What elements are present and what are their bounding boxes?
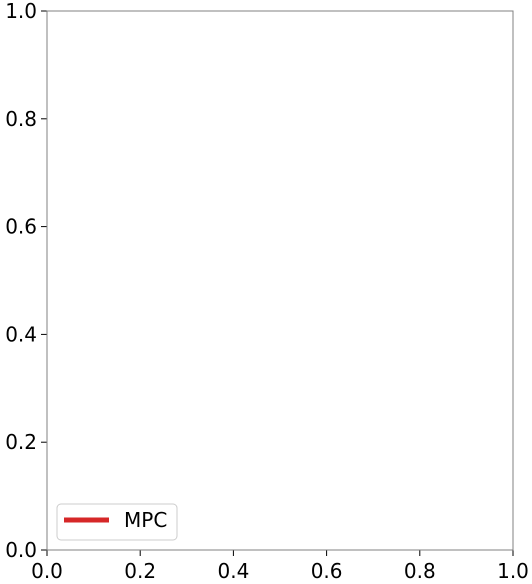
y-tick-label: 0.0 [5, 538, 37, 562]
x-tick-label: 0.6 [311, 559, 343, 583]
y-tick-label: 0.2 [5, 430, 37, 454]
y-axis: 0.0 0.2 0.4 0.6 0.8 1.0 [5, 0, 47, 562]
y-tick-label: 0.4 [5, 322, 37, 346]
y-tick-label: 0.6 [5, 215, 37, 239]
x-tick-label: 0.2 [124, 559, 156, 583]
x-tick-label: 1.0 [497, 559, 529, 583]
x-tick-label: 0.8 [404, 559, 436, 583]
legend-box [56, 503, 178, 541]
x-tick-label: 0.0 [31, 559, 63, 583]
y-tick-label: 1.0 [5, 0, 37, 23]
legend-label-mpc: MPC [124, 508, 167, 532]
plot-frame [46, 10, 514, 551]
x-axis: 0.0 0.2 0.4 0.6 0.8 1.0 [31, 550, 529, 583]
x-tick-label: 0.4 [217, 559, 249, 583]
y-tick-label: 0.8 [5, 107, 37, 131]
legend: MPC [56, 503, 178, 541]
